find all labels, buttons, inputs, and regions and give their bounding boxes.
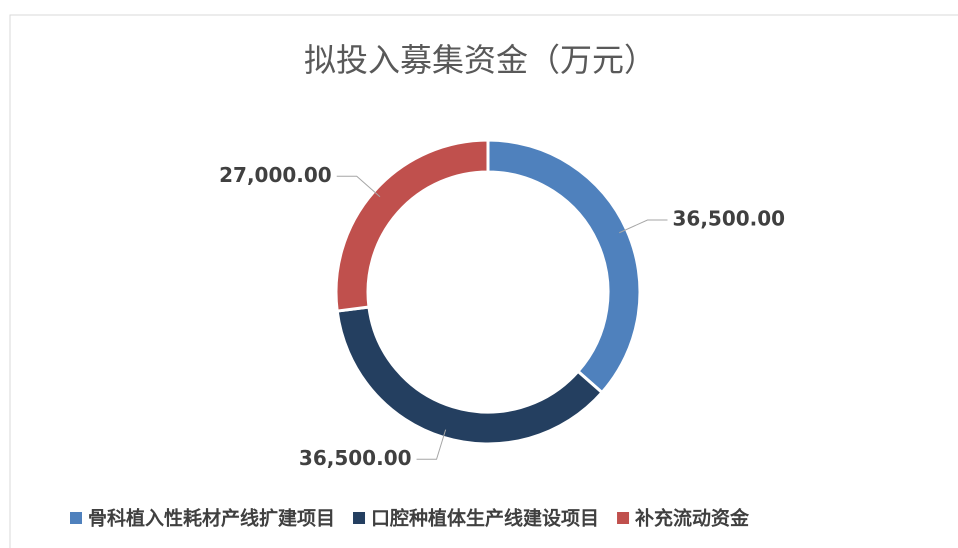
legend-swatch xyxy=(353,512,366,524)
donut-slice xyxy=(334,138,490,313)
leader-line xyxy=(416,429,447,460)
data-label: 27,000.00 xyxy=(219,163,332,187)
legend-label: 补充流动资金 xyxy=(635,507,750,530)
chart-frame xyxy=(9,14,958,548)
legend-swatch xyxy=(70,512,82,524)
leader-line xyxy=(619,219,668,234)
leader-line xyxy=(336,175,381,198)
data-label: 36,500.00 xyxy=(299,446,412,470)
legend-label: 口腔种植体生产线建设项目 xyxy=(371,507,599,530)
chart-title: 拟投入募集资金（万元） xyxy=(304,41,656,79)
legend-swatch xyxy=(617,512,630,524)
legend-label: 骨科植入性耗材产线扩建项目 xyxy=(88,507,335,530)
data-label: 36,500.00 xyxy=(672,206,785,230)
